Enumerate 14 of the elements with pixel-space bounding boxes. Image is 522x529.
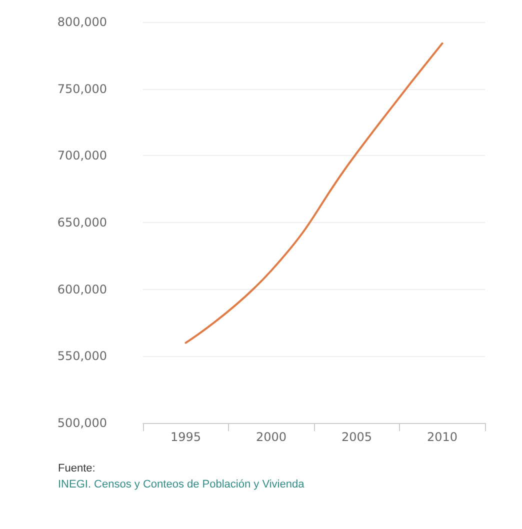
y-tick-label: 800,000: [57, 15, 107, 29]
x-tick-label: 2000: [256, 430, 287, 444]
y-tick-label: 550,000: [57, 349, 107, 364]
text: INEGI. Censos y Conteos de Población y Vivienda: [58, 478, 306, 490]
source-note: Fuente:: [58, 462, 96, 474]
y-tick-label: 650,000: [57, 216, 107, 230]
y-tick-label: 700,000: [57, 148, 107, 163]
y-tick-label: 600,000: [57, 282, 107, 296]
x-tick-label: 1995: [170, 430, 202, 444]
x-tick-label: 2005: [341, 430, 372, 444]
y-tick-label: 750,000: [57, 82, 107, 96]
x-tick-label: 2010: [426, 430, 458, 444]
line-series: [184, 42, 444, 344]
y-tick-label: 500,000: [57, 416, 107, 430]
